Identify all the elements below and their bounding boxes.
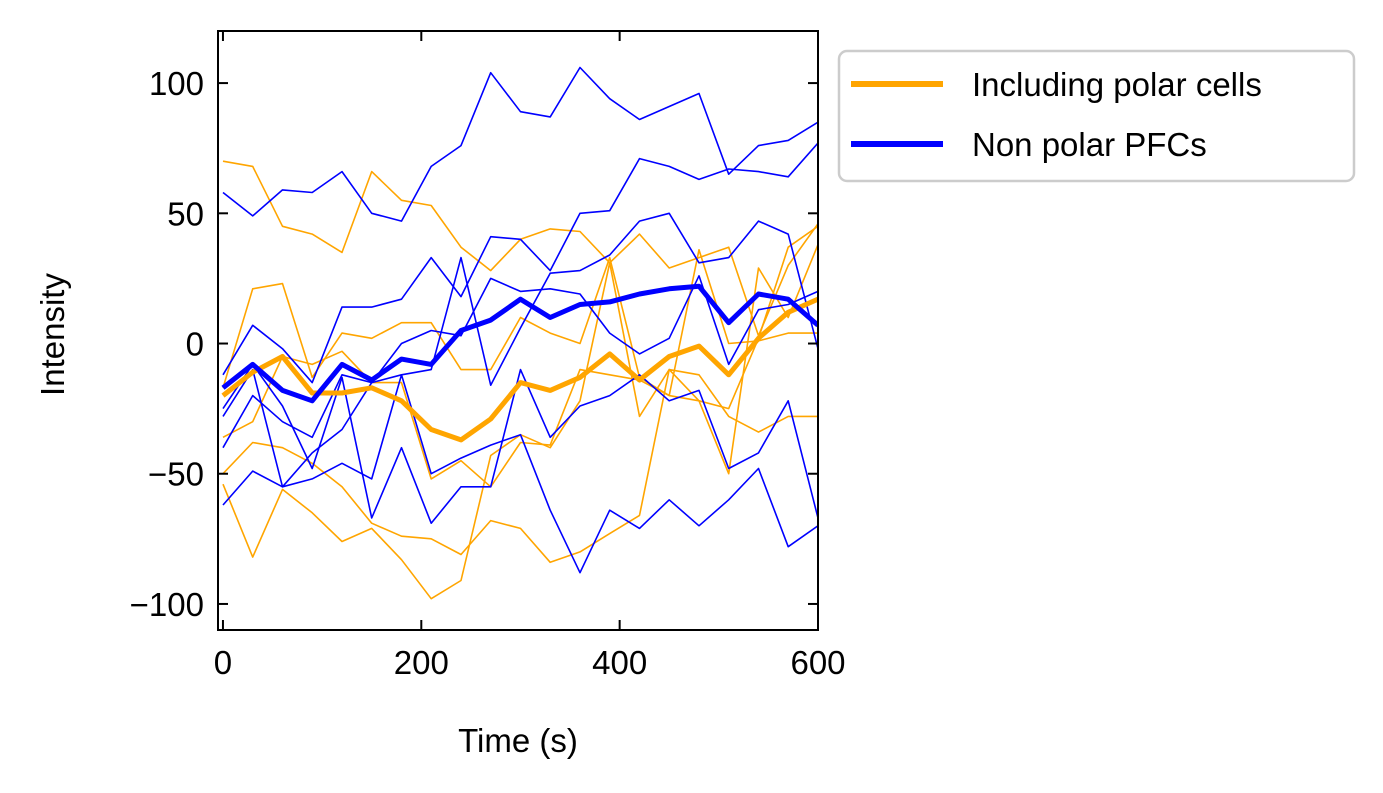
x-axis-label: Time (s): [458, 722, 578, 759]
series-trace-line-4: [222, 368, 818, 564]
series-trace-line-10: [222, 373, 818, 574]
series-mean-line-0: [221, 296, 818, 443]
y-tick-label: 0: [186, 326, 204, 363]
x-tick-label: 600: [790, 644, 845, 681]
y-tick-label: −100: [130, 586, 204, 623]
series-trace-line-12: [222, 274, 818, 488]
x-tick-label: 0: [214, 644, 232, 681]
legend-frame: [837, 49, 1356, 183]
series-layer: [221, 66, 818, 600]
y-tick-label: 100: [149, 65, 204, 102]
x-tick-label: 200: [394, 644, 449, 681]
ticks-layer: 0 200 400 600 −100 −50 0 50 100: [130, 31, 846, 681]
y-axis-label: Intensity: [34, 273, 71, 396]
series-mean-line-1: [221, 283, 818, 404]
plot-frame: [217, 30, 819, 631]
y-tick-label: 50: [167, 195, 204, 232]
legend-label: Non polar PFCs: [972, 126, 1207, 163]
legend: Including polar cells Non polar PFCs: [837, 49, 1356, 183]
x-tick-label: 400: [592, 644, 647, 681]
series-trace-line-11: [222, 363, 818, 525]
series-trace-line-2: [222, 160, 818, 337]
series-trace-line-6: [222, 225, 818, 488]
y-tick-label: −50: [148, 456, 204, 493]
legend-label: Including polar cells: [972, 66, 1262, 103]
series-trace-line-9: [222, 212, 818, 449]
series-trace-line-8: [222, 142, 818, 384]
series-trace-line-7: [222, 66, 818, 222]
